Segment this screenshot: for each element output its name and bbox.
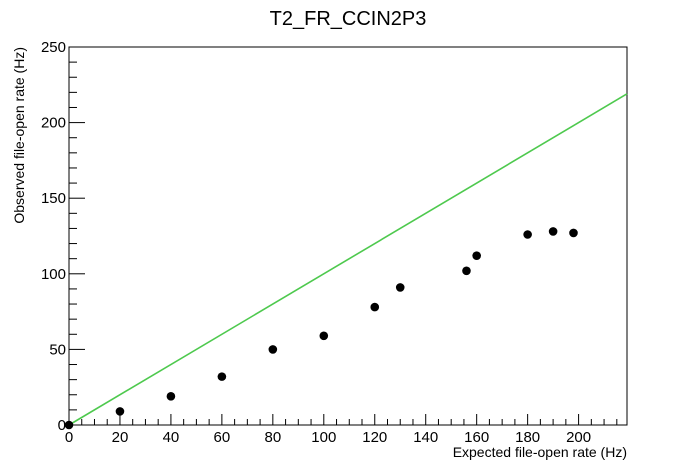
x-tick-label: 0 bbox=[65, 429, 73, 446]
data-point bbox=[319, 331, 329, 341]
y-tick-label: 0 bbox=[58, 417, 66, 434]
data-point bbox=[370, 302, 380, 312]
data-point bbox=[217, 372, 227, 381]
y-tick-label: 250 bbox=[41, 39, 66, 56]
chart-title: T2_FR_CCIN2P3 bbox=[270, 8, 427, 30]
x-tick-label: 180 bbox=[515, 429, 540, 446]
reference-line bbox=[68, 93, 628, 426]
y-tick-label: 50 bbox=[49, 341, 66, 358]
x-tick-label: 160 bbox=[464, 429, 489, 446]
x-tick-label: 20 bbox=[112, 429, 129, 446]
x-tick-label: 100 bbox=[311, 429, 336, 446]
x-tick-label: 200 bbox=[566, 429, 591, 446]
y-tick-label: 200 bbox=[41, 115, 66, 132]
data-point bbox=[115, 407, 125, 416]
data-point bbox=[268, 345, 278, 354]
y-tick-label: 150 bbox=[41, 190, 66, 207]
x-tick-label: 60 bbox=[214, 429, 231, 446]
x-tick-label: 120 bbox=[362, 429, 387, 446]
x-tick-label: 40 bbox=[163, 429, 180, 446]
y-axis-title: Observed file-open rate (Hz) bbox=[11, 47, 27, 224]
x-tick-label: 140 bbox=[413, 429, 438, 446]
x-tick-label: 80 bbox=[264, 429, 281, 446]
x-axis-title: Expected file-open rate (Hz) bbox=[453, 444, 627, 460]
data-point bbox=[462, 266, 471, 276]
data-point bbox=[472, 251, 481, 260]
data-point bbox=[569, 228, 578, 238]
data-point bbox=[523, 230, 532, 239]
data-point bbox=[548, 227, 558, 236]
plot-frame bbox=[68, 46, 628, 426]
data-point bbox=[64, 420, 74, 430]
y-tick-label: 100 bbox=[41, 266, 66, 283]
data-point bbox=[166, 391, 176, 401]
data-point bbox=[395, 283, 405, 292]
